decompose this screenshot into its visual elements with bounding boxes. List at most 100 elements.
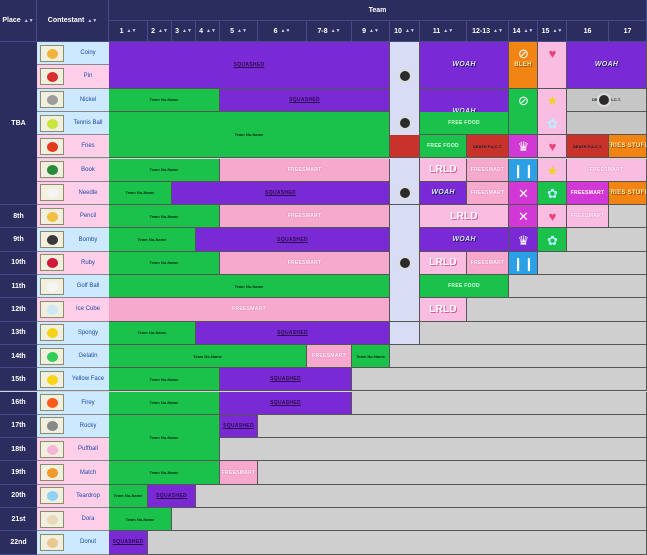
contestant-avatar[interactable]	[40, 440, 64, 458]
header-episode-7-8[interactable]: 7-8 ▲▼	[307, 21, 352, 42]
header-episode-11[interactable]: 11 ▲▼	[420, 21, 467, 42]
header-episode-12-13[interactable]: 12-13 ▲▼	[467, 21, 509, 42]
contestant-avatar[interactable]	[40, 324, 64, 342]
contestant-name[interactable]: Needle	[67, 181, 109, 206]
sort-icon[interactable]: ▲▼	[158, 28, 168, 34]
contestant-name[interactable]: Firey	[67, 391, 109, 415]
team-freesmart-label: FREESMART	[470, 166, 505, 173]
contestant-avatar[interactable]	[40, 67, 64, 85]
contestant-name[interactable]: Match	[67, 461, 109, 485]
contestant-avatar[interactable]	[40, 487, 64, 505]
contestant-name[interactable]: Pin	[67, 65, 109, 89]
contestant-name[interactable]: Donut	[67, 531, 109, 555]
contestant-avatar[interactable]	[40, 207, 64, 225]
contestant-avatar[interactable]	[40, 184, 64, 202]
header-place[interactable]: Place ▲▼	[0, 0, 37, 42]
team-no-name: Team No-Name	[109, 251, 220, 275]
episode-label: 12-13	[472, 27, 490, 35]
sort-icon[interactable]: ▲▼	[87, 17, 98, 24]
contestant-avatar[interactable]	[40, 114, 64, 132]
contestant-avatar[interactable]	[40, 300, 64, 318]
contestant-name[interactable]: Teardrop	[67, 484, 109, 508]
contestant-portrait-cell	[37, 461, 67, 485]
contestant-avatar[interactable]	[40, 417, 64, 435]
contestant-avatar[interactable]	[40, 370, 64, 388]
bracket-icon: ❙❙	[512, 255, 535, 271]
contestant-name[interactable]: Coiny	[67, 42, 109, 66]
header-episode-9[interactable]: 9 ▲▼	[352, 21, 390, 42]
sort-icon[interactable]: ▲▼	[369, 28, 379, 34]
header-episode-1[interactable]: 1 ▲▼	[109, 21, 148, 42]
sort-icon[interactable]: ▲▼	[237, 28, 247, 34]
contestant-name[interactable]: Tennis Ball	[67, 111, 109, 136]
team-lrld-label: LRLD	[429, 303, 457, 315]
contestant-avatar[interactable]	[40, 394, 64, 412]
header-contestant[interactable]: Contestant ▲▼	[37, 0, 109, 42]
eliminated-cell	[567, 111, 647, 136]
contestant-avatar[interactable]	[40, 510, 64, 528]
team-free-food: FREE FOOD	[420, 135, 467, 159]
sort-icon[interactable]: ▲▼	[493, 28, 503, 34]
sort-icon[interactable]: ▲▼	[552, 28, 563, 34]
contestant-name[interactable]: Rocky	[67, 414, 109, 439]
header-episode-10[interactable]: 10 ▲▼	[390, 21, 420, 42]
contestant-avatar[interactable]	[40, 347, 64, 365]
heart-icon: ♥	[548, 139, 557, 155]
contestant-name[interactable]: Book	[67, 158, 109, 182]
sort-icon[interactable]: ▲▼	[523, 28, 534, 34]
team-no-name-label: Team No-Name	[149, 376, 179, 382]
contestant-avatar[interactable]	[40, 161, 64, 179]
contestant-avatar[interactable]	[40, 137, 64, 155]
contestant-avatar[interactable]	[40, 91, 64, 109]
contestant-portrait-cell	[37, 344, 67, 369]
header-episode-2[interactable]: 2 ▲▼	[148, 21, 172, 42]
sort-icon[interactable]: ▲▼	[182, 28, 192, 34]
sort-icon[interactable]: ▲▼	[126, 28, 137, 34]
header-episode-3[interactable]: 3 ▲▼	[172, 21, 196, 42]
episode-label: 3	[175, 27, 179, 35]
sort-icon[interactable]: ▲▼	[280, 28, 291, 34]
contestant-name[interactable]: Dora	[67, 508, 109, 532]
team-bracket	[509, 158, 538, 182]
team-lrld-label: LRLD	[450, 210, 478, 222]
contestant-name[interactable]: Spongy	[67, 321, 109, 345]
avatar-face-icon	[47, 421, 58, 432]
contestant-name[interactable]: Bomby	[67, 228, 109, 252]
contestant-name[interactable]: Nickel	[67, 88, 109, 112]
sort-icon[interactable]: ▲▼	[206, 28, 216, 34]
contestant-avatar[interactable]	[40, 533, 64, 551]
contestant-name[interactable]: Yellow Face	[67, 368, 109, 392]
header-episode-6[interactable]: 6 ▲▼	[258, 21, 307, 42]
contestant-name[interactable]: Puffball	[67, 438, 109, 462]
contestant-avatar[interactable]	[40, 254, 64, 272]
contestant-avatar[interactable]	[40, 277, 64, 295]
contestant-avatar[interactable]	[40, 464, 64, 482]
header-episode-14[interactable]: 14 ▲▼	[509, 21, 538, 42]
contestant-name[interactable]: Golf Ball	[67, 275, 109, 299]
place-label: 16th	[0, 391, 37, 415]
team-free-food: FREE FOOD	[420, 275, 509, 299]
header-episode-5[interactable]: 5 ▲▼	[220, 21, 258, 42]
contestant-name[interactable]: Pencil	[67, 205, 109, 229]
contestant-name[interactable]: Gelatin	[67, 344, 109, 369]
header-episode-16[interactable]: 16	[567, 21, 609, 42]
team-no-name: Team No-Name	[109, 158, 220, 182]
sort-icon[interactable]: ▲▼	[330, 28, 341, 34]
sort-icon[interactable]: ▲▼	[443, 28, 454, 34]
team-heart	[538, 205, 567, 229]
team-lrld: LRLD	[420, 298, 467, 322]
sort-icon[interactable]: ▲▼	[404, 28, 415, 34]
header-episode-17[interactable]: 17	[609, 21, 647, 42]
sort-icon[interactable]: ▲▼	[23, 17, 34, 24]
contestant-name[interactable]: Fries	[67, 135, 109, 159]
eliminated-cell	[258, 414, 647, 439]
contestant-portrait-cell	[37, 158, 67, 182]
contestant-avatar[interactable]	[40, 231, 64, 249]
header-episode-4[interactable]: 4 ▲▼	[196, 21, 220, 42]
place-label: 12th	[0, 298, 37, 322]
contestant-name[interactable]: Ice Cube	[67, 298, 109, 322]
eliminated-cell	[258, 461, 647, 485]
header-episode-15[interactable]: 15 ▲▼	[538, 21, 567, 42]
contestant-avatar[interactable]	[40, 44, 64, 62]
contestant-name[interactable]: Ruby	[67, 251, 109, 275]
